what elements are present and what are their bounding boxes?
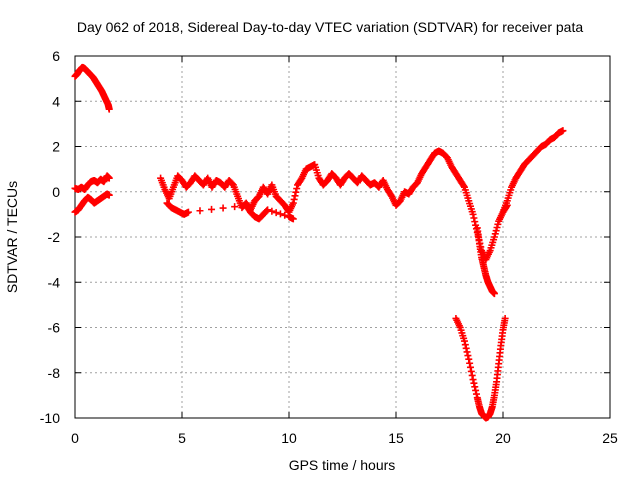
series-early-upper (71, 172, 113, 193)
data-point (184, 208, 192, 216)
data-point (494, 220, 502, 228)
data-point (471, 218, 479, 226)
y-axis-label: SDTVAR / TECUs (4, 181, 20, 293)
series-main (157, 147, 511, 264)
data-point (196, 207, 204, 215)
x-axis-label: GPS time / hours (289, 457, 396, 473)
data-point (464, 352, 472, 360)
axis-ticks: 0 5 10 15 20 25 -10 -8 -6 -4 -2 0 2 4 6 (40, 48, 618, 446)
data-point (466, 363, 474, 371)
data-point (289, 199, 297, 207)
data-point (276, 210, 284, 218)
x-tick-label: 15 (388, 430, 404, 446)
data-point (105, 174, 113, 182)
series-deep-v (452, 314, 509, 422)
data-point (470, 214, 478, 222)
data-point (281, 211, 289, 219)
data-point (268, 207, 276, 215)
y-tick-label: -10 (40, 410, 60, 426)
data-point (469, 210, 477, 218)
data-points (71, 63, 567, 422)
y-tick-label: -4 (48, 274, 61, 290)
data-point (465, 355, 473, 363)
data-point (470, 379, 478, 387)
data-point (460, 182, 468, 190)
data-point (471, 383, 479, 391)
x-tick-label: 0 (71, 430, 79, 446)
series-dip-branch (473, 224, 498, 298)
data-point (231, 203, 239, 211)
data-point (292, 188, 300, 196)
data-point (559, 127, 567, 135)
data-point (491, 230, 499, 238)
data-point (293, 185, 301, 193)
data-point (264, 206, 272, 214)
data-point (219, 204, 227, 212)
data-point (105, 191, 113, 199)
data-point (490, 233, 498, 241)
y-tick-label: -6 (48, 320, 61, 336)
data-point (492, 227, 500, 235)
data-point (472, 390, 480, 398)
data-point (462, 344, 470, 352)
series-late-rise (499, 127, 567, 216)
y-tick-label: 0 (52, 184, 60, 200)
y-tick-label: 4 (52, 93, 60, 109)
data-point (466, 359, 474, 367)
data-point (501, 314, 509, 322)
y-tick-label: -2 (48, 229, 61, 245)
data-point (105, 105, 113, 113)
data-point (463, 348, 471, 356)
data-point (472, 386, 480, 394)
y-tick-label: 6 (52, 48, 60, 64)
data-point (272, 209, 280, 217)
data-point (460, 337, 468, 345)
y-tick-label: -8 (48, 365, 61, 381)
series-main-lower-trace (163, 199, 297, 223)
data-point (461, 341, 469, 349)
data-point (469, 376, 477, 384)
data-point (289, 215, 297, 223)
grid (75, 56, 610, 418)
x-tick-label: 25 (602, 430, 618, 446)
data-point (208, 205, 216, 213)
data-point (468, 371, 476, 379)
data-point (290, 195, 298, 203)
series-early-lower (71, 190, 113, 216)
x-tick-label: 10 (281, 430, 297, 446)
data-point (291, 192, 299, 200)
data-point (467, 367, 475, 375)
chart-title: Day 062 of 2018, Sidereal Day-to-day VTE… (77, 19, 584, 35)
data-point (493, 223, 501, 231)
x-tick-label: 5 (178, 430, 186, 446)
series-early-high (71, 63, 113, 113)
x-tick-label: 20 (495, 430, 511, 446)
data-point (490, 290, 498, 298)
y-tick-label: 2 (52, 139, 60, 155)
